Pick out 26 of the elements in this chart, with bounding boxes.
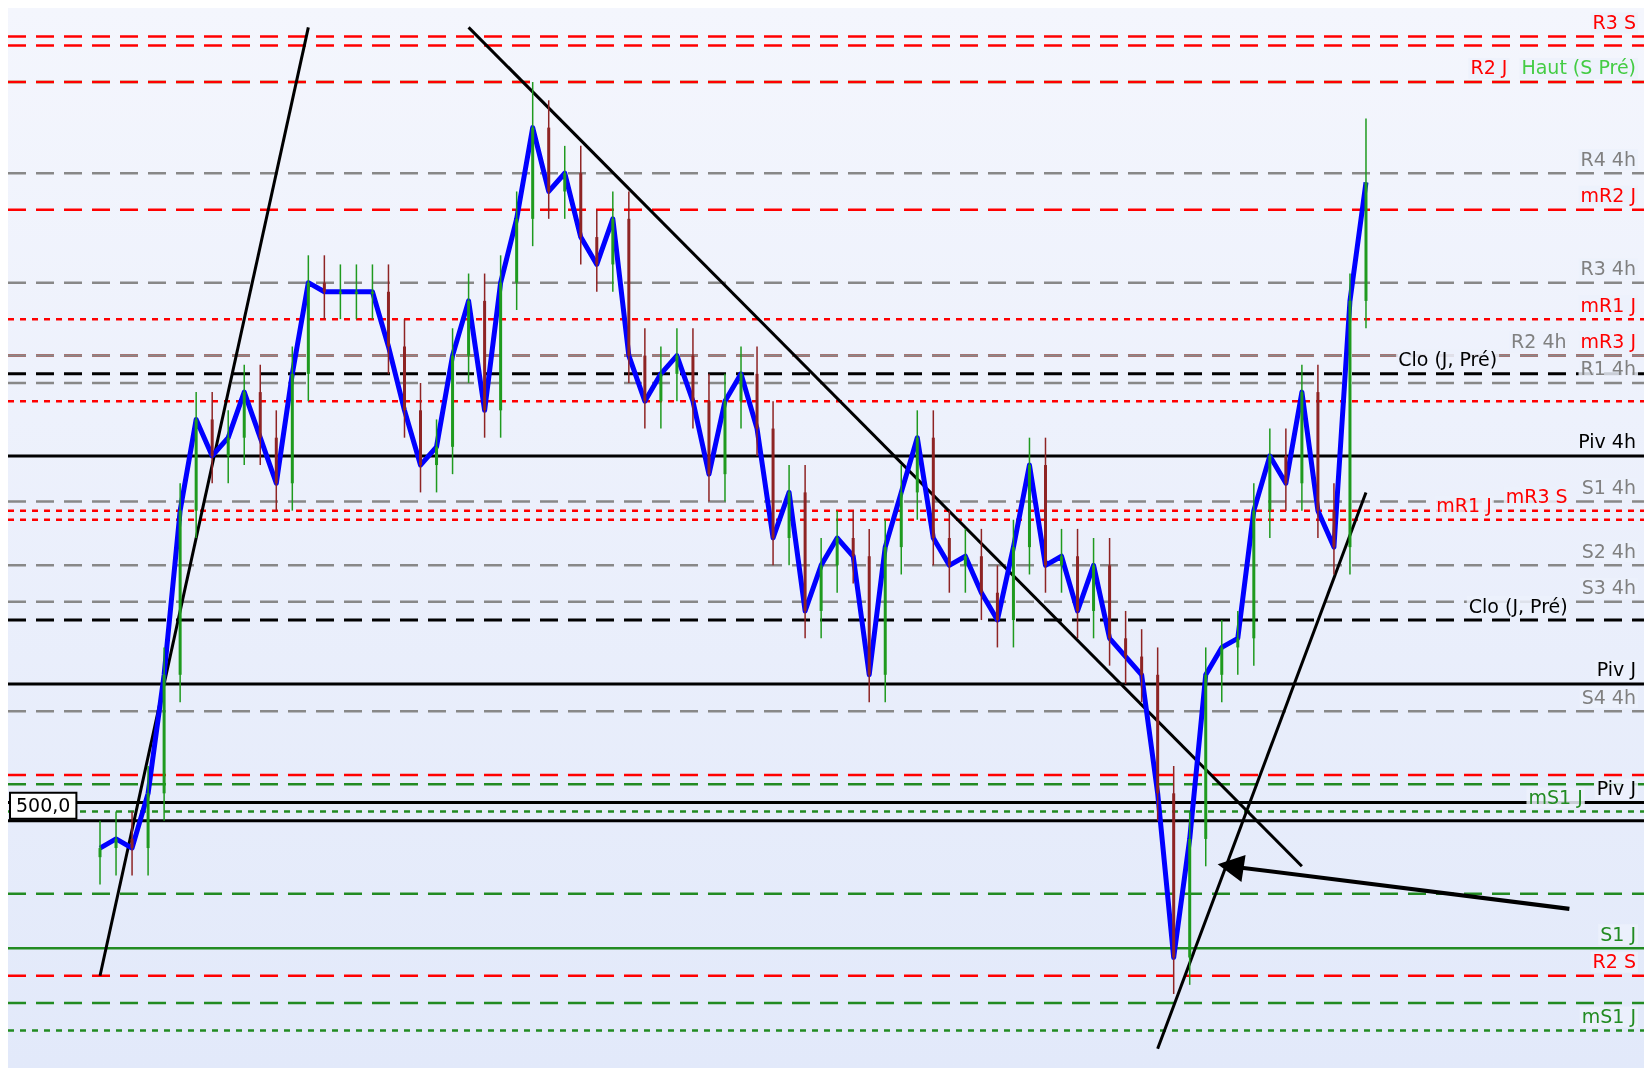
ref-line-label: R2 4h xyxy=(1511,330,1567,353)
ref-line-label: S2 4h xyxy=(1581,539,1637,562)
ref-line-label: R4 4h xyxy=(1580,147,1637,170)
ref-line-label: S1 J xyxy=(1600,922,1636,945)
ref-line-label: R3 4h xyxy=(1580,257,1637,280)
ref-line-label: R3 S xyxy=(1592,10,1636,33)
ref-line-label: Haut (S Pré) xyxy=(1521,56,1636,79)
ref-line-label: mR1 J xyxy=(1436,494,1492,517)
ref-line-label: mR1 J xyxy=(1580,293,1637,316)
ref-line-label: mR3 S xyxy=(1505,485,1568,508)
ref-line-label: mR2 J xyxy=(1580,184,1637,207)
ref-line-label: S1 4h xyxy=(1581,475,1637,498)
text: 500,0 xyxy=(16,794,71,817)
ref-line-label: Piv J xyxy=(1596,658,1637,681)
ref-line-label: mS1 J xyxy=(1581,1004,1637,1027)
ref-line-label: S4 4h xyxy=(1581,685,1637,708)
ref-line-label: mR3 J xyxy=(1580,330,1637,353)
ref-line-label: Piv 4h xyxy=(1578,430,1636,453)
ref-line-label: R1 4h xyxy=(1580,357,1637,380)
ref-line-label: R2 J xyxy=(1470,56,1508,79)
ref-line-label: Piv J xyxy=(1596,776,1637,799)
ref-line-label: S3 4h xyxy=(1581,576,1637,599)
ref-line-label: R2 S xyxy=(1592,950,1636,973)
ref-line-label: Clo (J, Pré) xyxy=(1468,594,1568,617)
ref-line-label: Clo (J, Pré) xyxy=(1398,348,1498,371)
ref-line-label: mS1 J xyxy=(1528,786,1583,809)
